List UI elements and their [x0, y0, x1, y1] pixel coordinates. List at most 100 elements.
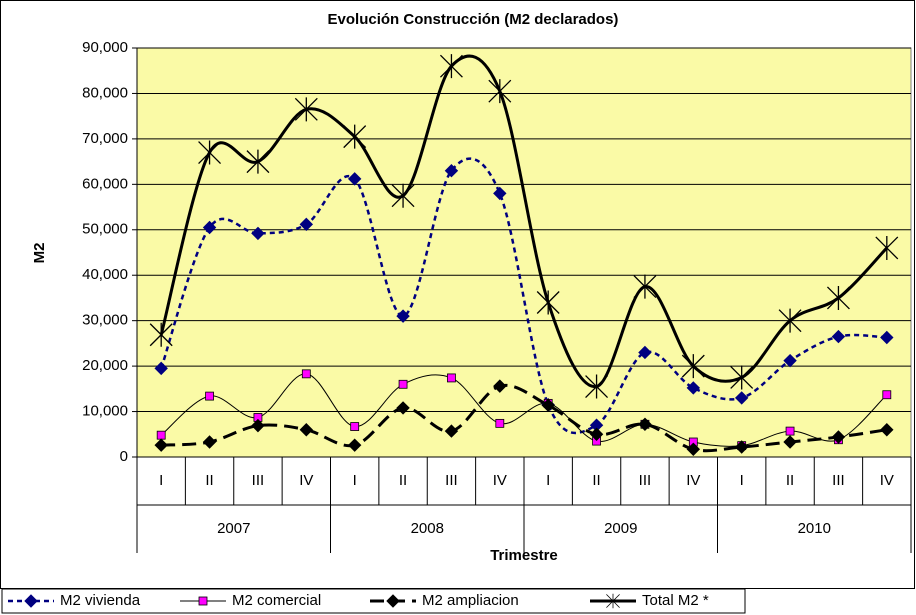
marker — [686, 442, 701, 456]
x-tick-label: I — [546, 472, 550, 489]
marker — [686, 381, 701, 395]
marker — [398, 379, 408, 389]
marker — [638, 417, 652, 431]
x-tick-label: I — [159, 472, 163, 489]
marker — [734, 440, 749, 454]
marker — [205, 391, 214, 401]
marker — [202, 435, 217, 449]
x-tick-label: II — [592, 472, 600, 489]
y-tick-label: 40,000 — [82, 266, 128, 283]
x-tick-label: I — [353, 472, 357, 489]
legend-label: Total M2 * — [642, 592, 709, 609]
marker — [638, 345, 652, 360]
marker — [154, 438, 168, 452]
marker — [447, 373, 456, 383]
y-tick-label: 20,000 — [82, 357, 128, 374]
marker — [880, 423, 894, 437]
marker — [347, 438, 362, 452]
marker — [202, 220, 217, 235]
marker — [488, 79, 512, 104]
marker — [606, 593, 620, 609]
marker — [493, 379, 507, 393]
marker — [251, 418, 265, 433]
series-line — [160, 373, 888, 447]
group-label: 2009 — [604, 520, 637, 537]
marker — [24, 594, 38, 608]
marker — [826, 285, 850, 310]
x-tick-label: II — [399, 472, 407, 489]
marker — [347, 172, 362, 186]
marker — [294, 97, 318, 122]
x-tick-label: III — [252, 472, 265, 489]
marker — [681, 354, 705, 379]
marker — [831, 430, 846, 444]
group-label: 2010 — [798, 520, 831, 537]
series-line — [161, 383, 888, 453]
marker — [444, 163, 459, 178]
group-label: 2007 — [217, 520, 250, 537]
marker — [350, 422, 360, 431]
marker — [589, 427, 604, 441]
marker — [585, 374, 609, 399]
marker — [299, 217, 314, 232]
y-tick-label: 10,000 — [82, 403, 128, 420]
marker — [730, 365, 754, 390]
marker — [154, 361, 168, 376]
y-tick-label: 30,000 — [82, 312, 128, 329]
marker — [536, 290, 560, 315]
x-tick-label: III — [639, 472, 652, 489]
marker — [882, 390, 892, 400]
plot-area — [136, 47, 912, 458]
marker — [783, 435, 797, 449]
x-axis-title: Trimestre — [490, 547, 558, 564]
y-tick-label: 90,000 — [82, 39, 128, 56]
marker — [783, 353, 797, 368]
x-tick-label: IV — [493, 472, 507, 489]
marker — [633, 274, 657, 299]
marker — [493, 186, 507, 201]
x-tick-label: II — [205, 472, 213, 489]
x-tick-label: IV — [686, 472, 700, 489]
chart-title: Evolución Construcción (M2 declarados) — [328, 11, 619, 28]
marker — [439, 54, 463, 79]
marker — [391, 183, 415, 208]
x-tick-label: II — [786, 472, 794, 489]
marker — [396, 309, 410, 323]
y-axis-title: M2 — [31, 243, 48, 264]
marker — [251, 226, 265, 241]
y-tick-label: 50,000 — [82, 221, 128, 238]
x-tick-label: III — [445, 472, 458, 489]
marker — [301, 369, 311, 379]
marker — [149, 322, 173, 347]
marker — [386, 594, 400, 608]
marker — [734, 391, 749, 405]
y-tick-label: 0 — [120, 448, 128, 465]
x-tick-label: IV — [299, 472, 313, 489]
marker — [541, 398, 555, 412]
x-tick-label: IV — [880, 472, 894, 489]
marker — [198, 596, 208, 606]
group-label: 2008 — [411, 520, 444, 537]
marker — [156, 430, 166, 440]
marker — [343, 124, 367, 149]
marker — [880, 330, 894, 345]
marker — [396, 401, 410, 415]
legend-label: M2 ampliacion — [422, 592, 519, 609]
x-tick-label: III — [832, 472, 845, 489]
marker — [495, 418, 505, 428]
marker — [246, 149, 270, 174]
marker — [444, 424, 459, 438]
y-tick-label: 60,000 — [82, 175, 128, 192]
marker — [198, 140, 222, 165]
legend-label: M2 comercial — [232, 592, 321, 609]
marker — [831, 329, 846, 344]
marker — [785, 426, 795, 436]
y-tick-label: 70,000 — [82, 130, 128, 147]
x-tick-label: I — [740, 472, 744, 489]
legend-label: M2 vivienda — [60, 592, 141, 609]
marker — [778, 308, 802, 333]
y-tick-label: 80,000 — [82, 84, 128, 101]
marker — [299, 423, 314, 437]
